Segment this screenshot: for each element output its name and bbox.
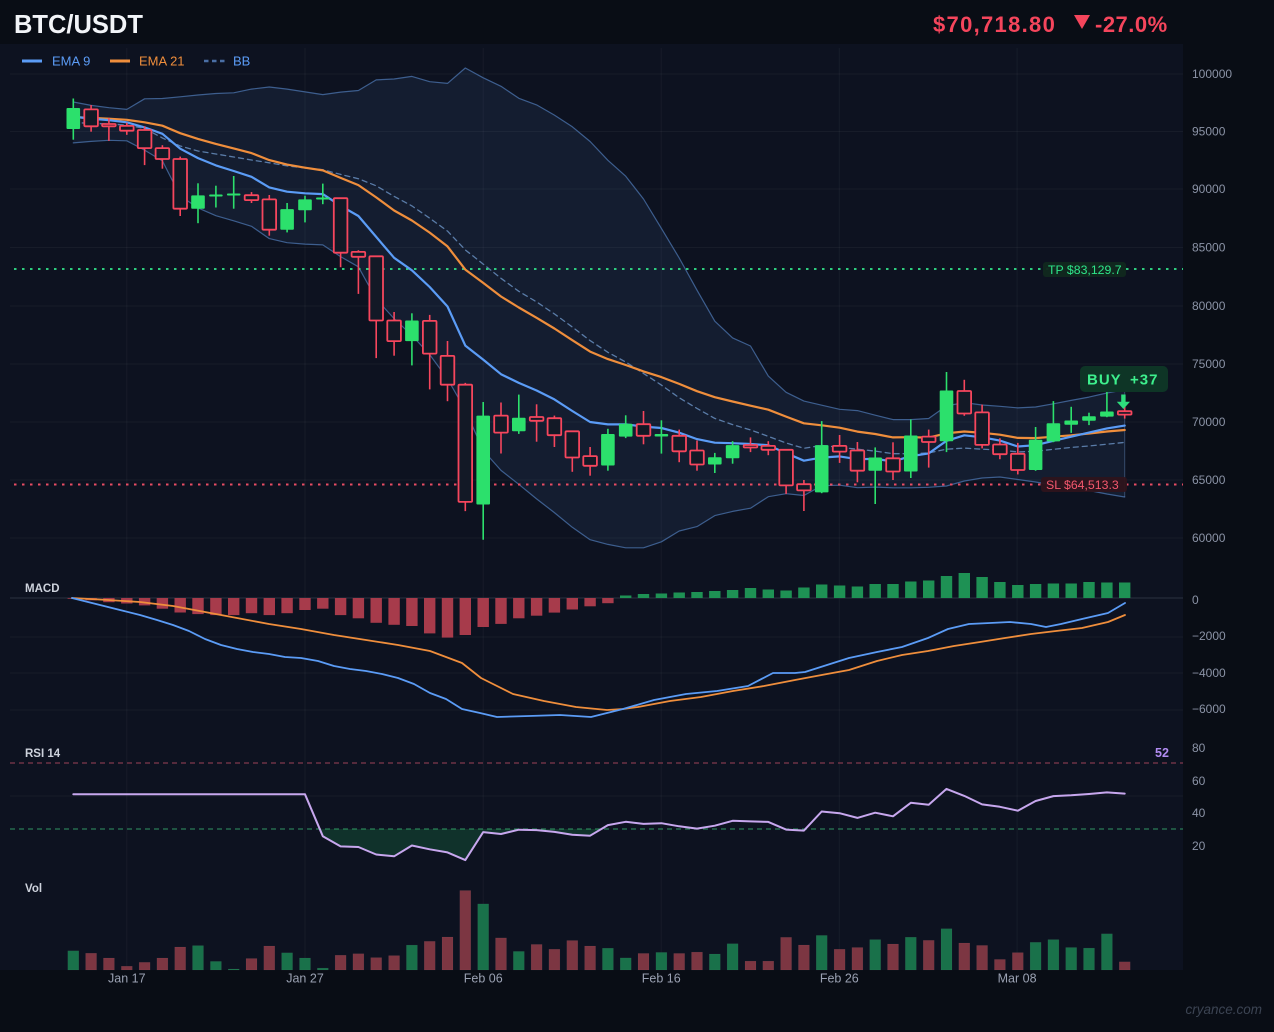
svg-text:−4000: −4000 xyxy=(1192,666,1226,680)
svg-text:BB: BB xyxy=(233,54,250,69)
svg-text:0: 0 xyxy=(1192,593,1199,607)
svg-text:Jan 17: Jan 17 xyxy=(108,972,146,986)
svg-text:−6000: −6000 xyxy=(1192,702,1226,716)
svg-text:60000: 60000 xyxy=(1192,531,1226,545)
svg-text:Jan 27: Jan 27 xyxy=(286,972,324,986)
svg-text:-27.0%: -27.0% xyxy=(1095,12,1168,37)
svg-text:−2000: −2000 xyxy=(1192,629,1226,643)
svg-text:Feb 26: Feb 26 xyxy=(820,972,859,986)
svg-text:Mar 08: Mar 08 xyxy=(998,972,1037,986)
svg-text:20: 20 xyxy=(1192,839,1206,853)
svg-text:BUY: BUY xyxy=(1087,372,1122,389)
svg-text:65000: 65000 xyxy=(1192,473,1226,487)
svg-text:$70,718.80: $70,718.80 xyxy=(933,12,1056,37)
svg-text:RSI 14: RSI 14 xyxy=(25,748,61,760)
svg-text:100000: 100000 xyxy=(1192,67,1232,81)
svg-text:40: 40 xyxy=(1192,806,1206,820)
svg-text:75000: 75000 xyxy=(1192,357,1226,371)
svg-text:Feb 06: Feb 06 xyxy=(464,972,503,986)
svg-text:80000: 80000 xyxy=(1192,299,1226,313)
svg-text:90000: 90000 xyxy=(1192,182,1226,196)
svg-text:95000: 95000 xyxy=(1192,125,1226,139)
svg-text:cryance.com: cryance.com xyxy=(1185,1002,1262,1017)
svg-text:EMA 21: EMA 21 xyxy=(139,54,185,69)
svg-text:85000: 85000 xyxy=(1192,241,1226,255)
svg-text:BTC/USDT: BTC/USDT xyxy=(14,11,143,39)
svg-text:TP $83,129.7: TP $83,129.7 xyxy=(1048,263,1122,277)
svg-text:70000: 70000 xyxy=(1192,415,1226,429)
svg-text:80: 80 xyxy=(1192,741,1206,755)
svg-text:Feb 16: Feb 16 xyxy=(642,972,681,986)
svg-text:+37: +37 xyxy=(1130,372,1158,389)
svg-text:EMA 9: EMA 9 xyxy=(52,54,90,69)
svg-text:Vol: Vol xyxy=(25,883,42,895)
svg-text:52: 52 xyxy=(1155,746,1169,760)
svg-text:60: 60 xyxy=(1192,774,1206,788)
svg-text:MACD: MACD xyxy=(25,583,60,595)
svg-text:SL $64,513.3: SL $64,513.3 xyxy=(1046,478,1119,492)
